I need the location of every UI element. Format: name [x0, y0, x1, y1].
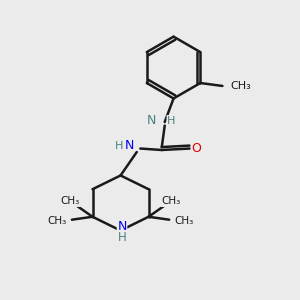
Text: CH₃: CH₃ — [231, 81, 251, 91]
Text: N: N — [147, 114, 157, 127]
Text: N: N — [117, 220, 127, 232]
Text: H: H — [118, 230, 126, 244]
Text: CH₃: CH₃ — [61, 196, 80, 206]
Text: H: H — [115, 141, 124, 151]
Text: O: O — [191, 142, 201, 155]
Text: CH₃: CH₃ — [161, 196, 180, 206]
Text: N: N — [124, 139, 134, 152]
Text: H: H — [167, 116, 176, 126]
Text: CH₃: CH₃ — [175, 216, 194, 226]
Text: CH₃: CH₃ — [47, 216, 67, 226]
